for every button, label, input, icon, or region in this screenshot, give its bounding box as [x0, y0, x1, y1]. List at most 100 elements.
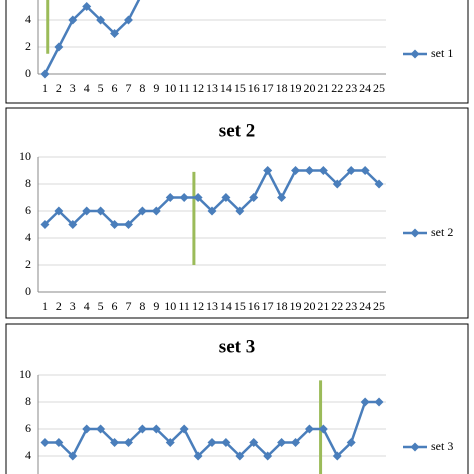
point — [263, 166, 273, 175]
panel-frame — [5, 323, 469, 474]
y-tick-label: 10 — [19, 149, 31, 163]
point — [304, 166, 314, 175]
point — [193, 451, 203, 461]
panel-frame — [5, 107, 469, 319]
point — [137, 424, 147, 434]
x-tick-label: 2 — [56, 81, 62, 95]
point — [151, 424, 161, 434]
x-tick-label: 8 — [139, 81, 145, 95]
x-tick-label: 23 — [345, 81, 357, 95]
point — [374, 179, 384, 189]
x-tick-label: 3 — [70, 81, 76, 95]
x-tick-label: 3 — [70, 299, 76, 313]
x-tick-label: 7 — [125, 81, 131, 95]
y-tick-label: 8 — [25, 394, 31, 408]
x-tick-label: 12 — [192, 81, 204, 95]
x-tick-label: 20 — [303, 299, 315, 313]
point — [193, 193, 203, 202]
point — [360, 166, 370, 175]
x-tick-label: 21 — [317, 299, 329, 313]
point — [332, 451, 342, 461]
point — [346, 438, 356, 447]
x-tick-label: 1 — [42, 81, 48, 95]
point — [165, 438, 175, 447]
point — [332, 179, 342, 189]
point — [165, 193, 175, 202]
point — [110, 220, 120, 229]
x-tick-label: 12 — [192, 299, 204, 313]
point — [277, 438, 287, 447]
legend-label: set 2 — [431, 225, 453, 239]
x-tick-label: 7 — [125, 299, 131, 313]
legend-marker — [410, 442, 420, 452]
point — [249, 193, 259, 202]
x-tick-label: 21 — [317, 81, 329, 95]
x-tick-label: 14 — [220, 299, 232, 313]
chart-title: set 2 — [219, 120, 255, 141]
point — [68, 220, 78, 229]
x-tick-label: 16 — [248, 299, 260, 313]
x-tick-label: 10 — [164, 299, 176, 313]
legend-label: set 1 — [431, 46, 453, 60]
point — [40, 220, 50, 229]
x-tick-label: 10 — [164, 81, 176, 95]
point — [235, 451, 245, 461]
x-tick-label: 18 — [276, 81, 288, 95]
point — [82, 2, 92, 11]
point — [221, 438, 231, 447]
point — [96, 206, 106, 216]
point — [207, 438, 217, 447]
x-tick-label: 22 — [331, 81, 343, 95]
x-tick-label: 17 — [262, 81, 274, 95]
point — [54, 438, 64, 447]
legend-marker — [410, 49, 420, 59]
x-tick-label: 22 — [331, 299, 343, 313]
x-tick-label: 13 — [206, 81, 218, 95]
x-tick-label: 13 — [206, 299, 218, 313]
series-line — [44, 167, 380, 227]
x-tick-label: 5 — [98, 299, 104, 313]
x-tick-label: 18 — [276, 299, 288, 313]
point — [179, 424, 189, 434]
point — [235, 206, 245, 216]
y-tick-label: 6 — [25, 421, 31, 435]
point — [123, 220, 133, 229]
x-tick-label: 9 — [153, 81, 159, 95]
point — [96, 15, 106, 25]
x-tick-label: 20 — [303, 81, 315, 95]
point — [207, 206, 217, 216]
point — [123, 15, 133, 25]
point — [40, 438, 50, 447]
x-tick-label: 17 — [262, 299, 274, 313]
x-tick-label: 2 — [56, 299, 62, 313]
point — [291, 166, 301, 175]
point — [318, 424, 328, 434]
x-tick-label: 24 — [359, 81, 371, 95]
y-tick-label: 10 — [19, 367, 31, 381]
point — [179, 193, 189, 202]
chart-title: set 3 — [219, 336, 255, 357]
point — [123, 438, 133, 447]
point — [40, 69, 50, 79]
point — [249, 438, 259, 447]
y-tick-label: 6 — [25, 203, 31, 217]
point — [277, 193, 287, 202]
point — [82, 206, 92, 216]
x-tick-label: 4 — [84, 299, 90, 313]
x-tick-label: 19 — [290, 299, 302, 313]
point — [137, 206, 147, 216]
x-tick-label: 25 — [373, 299, 385, 313]
point — [291, 438, 301, 447]
point — [110, 438, 120, 447]
x-tick-label: 5 — [98, 81, 104, 95]
y-tick-label: 4 — [25, 12, 31, 26]
point — [318, 166, 328, 175]
x-tick-label: 16 — [248, 81, 260, 95]
point — [304, 424, 314, 434]
point — [151, 206, 161, 216]
point — [68, 15, 78, 25]
point — [68, 451, 78, 461]
x-tick-label: 23 — [345, 299, 357, 313]
